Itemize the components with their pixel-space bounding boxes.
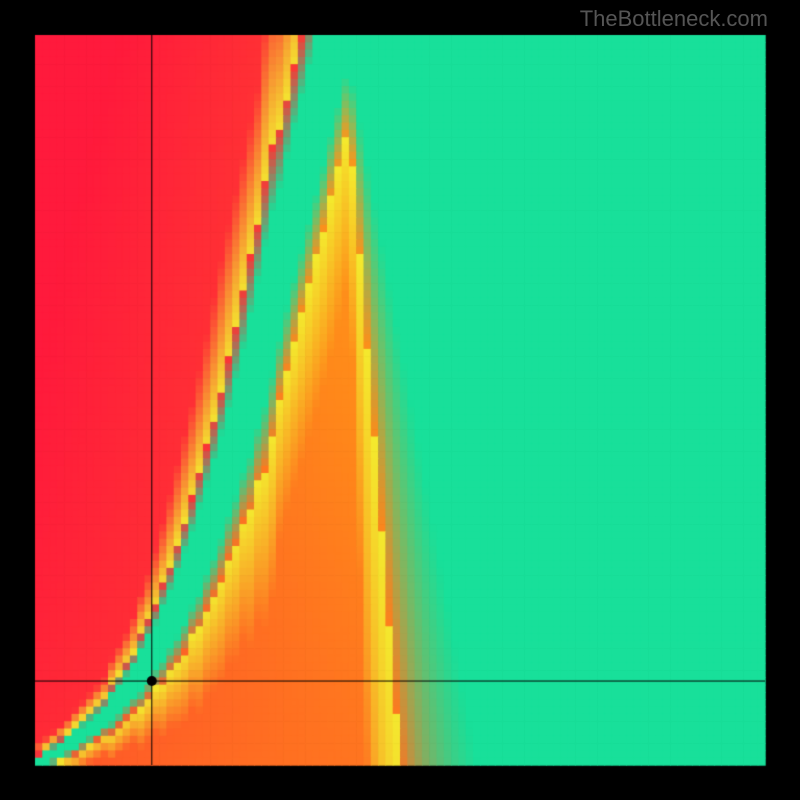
heatmap-canvas <box>0 0 800 800</box>
watermark-label: TheBottleneck.com <box>580 6 768 32</box>
chart-container: TheBottleneck.com <box>0 0 800 800</box>
